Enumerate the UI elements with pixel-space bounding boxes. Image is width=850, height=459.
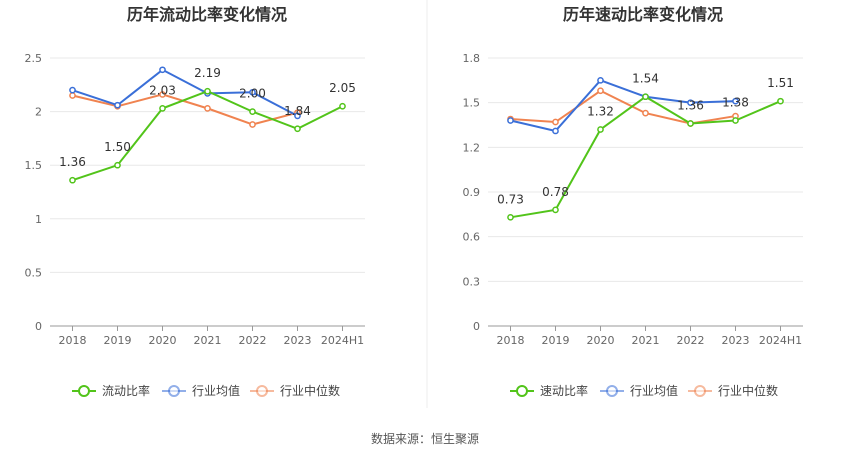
x-tick-label: 2023 [722,334,750,347]
series-point-0 [204,87,211,95]
series-point-1 [249,88,256,96]
data-label: 0.78 [542,185,569,199]
legend-marker [256,385,268,397]
legend-marker [78,385,90,397]
series-point-1 [507,117,514,124]
data-label: 2.03 [149,83,176,97]
y-tick-label: 1.5 [25,159,43,172]
series-point-2 [249,121,256,128]
quick-ratio-chart: 历年速动比率变化情况 0 0.3 0.6 0.9 1.2 1.5 1.8 2018 2019 202… [463,5,803,398]
legend-label: 流动比率 [102,383,150,398]
data-label: 1.84 [284,104,311,118]
series-line-2 [72,93,298,126]
y-tick-label: 2.5 [25,52,43,65]
y-tick-label: 2 [35,106,42,119]
legend-label: 行业中位数 [280,383,340,398]
source-note: 数据来源：恒生聚源 [371,431,479,446]
legend-item: 行业中位数 [250,383,340,398]
x-tick-label: 2022 [677,334,705,347]
data-label: 1.50 [104,140,131,154]
series-point-1 [69,86,76,94]
series-point-1 [114,101,121,109]
y-tick-label: 0.9 [463,186,481,199]
x-tick-label: 2023 [284,334,312,347]
x-tick-label: 2022 [239,334,267,347]
legend-label: 速动比率 [540,383,588,398]
legend-label: 行业均值 [192,383,240,398]
data-label: 2.05 [329,81,356,95]
legend-item: 行业均值 [600,383,678,398]
series-point-0 [339,102,346,110]
legend-marker [694,385,706,397]
data-label: 2.19 [194,66,221,80]
y-tick-label: 0.5 [25,266,43,279]
y-tick-label: 0.3 [463,275,481,288]
x-tick-label: 2019 [542,334,570,347]
chart-title: 历年流动比率变化情况 [127,5,287,24]
y-tick-label: 0 [35,320,42,333]
x-tick-label: 2018 [497,334,525,347]
y-tick-label: 1.8 [463,52,481,65]
series-point-0 [114,161,121,169]
legend-item: 流动比率 [72,383,150,398]
series-point-1 [597,76,604,84]
series-point-0 [159,105,166,112]
y-tick-label: 0 [473,320,480,333]
legend-label: 行业中位数 [718,383,778,398]
series-point-0 [597,126,604,133]
series-point-2 [642,109,649,117]
legend-marker [516,385,528,397]
series-point-0 [732,117,739,124]
series-point-1 [687,99,694,107]
data-label: 1.54 [632,72,659,86]
series-line-1 [510,79,736,133]
x-tick-label: 2024H1 [759,334,802,347]
series-point-1 [732,97,739,105]
series-point-2 [159,91,166,98]
series-point-0 [552,206,559,214]
series-point-1 [294,112,301,120]
series-point-0 [687,120,694,127]
series-point-2 [69,92,76,99]
series-point-0 [642,93,649,101]
x-tick-label: 2021 [632,334,660,347]
series-point-2 [597,87,604,95]
legend-marker [168,385,180,397]
series-point-0 [69,176,76,184]
x-tick-label: 2019 [104,334,132,347]
y-tick-label: 0.6 [463,231,481,244]
series-point-2 [204,105,211,112]
series-point-0 [249,108,256,115]
data-label: 1.51 [767,76,794,90]
legend-label: 行业均值 [630,383,678,398]
x-tick-label: 2020 [587,334,615,347]
y-tick-label: 1.2 [463,141,481,154]
series-point-2 [552,118,559,126]
series-point-1 [552,127,559,135]
current-ratio-chart: 历年流动比率变化情况 0 0.5 1 1.5 2 2.5 2018 2019 2020 2021 20… [25,5,365,398]
legend-item: 行业中位数 [688,383,778,398]
series-point-0 [294,125,301,133]
data-label: 1.38 [722,96,749,110]
data-label: 1.32 [587,104,614,118]
chart-title: 历年速动比率变化情况 [563,5,723,24]
series-line-1 [72,68,298,117]
data-label: 2.00 [239,87,266,101]
data-label: 0.73 [497,192,524,206]
x-tick-label: 2018 [59,334,87,347]
x-tick-label: 2021 [194,334,222,347]
series-point-1 [159,66,166,74]
legend-item: 速动比率 [510,383,588,398]
legend-item: 行业均值 [162,383,240,398]
x-tick-label: 2024H1 [321,334,364,347]
series-point-0 [777,97,784,105]
data-label: 1.36 [59,155,86,169]
legend-marker [606,385,618,397]
y-tick-label: 1 [35,213,42,226]
series-point-0 [507,213,514,221]
y-tick-label: 1.5 [463,97,481,110]
x-tick-label: 2020 [149,334,177,347]
data-label: 1.36 [677,99,704,113]
